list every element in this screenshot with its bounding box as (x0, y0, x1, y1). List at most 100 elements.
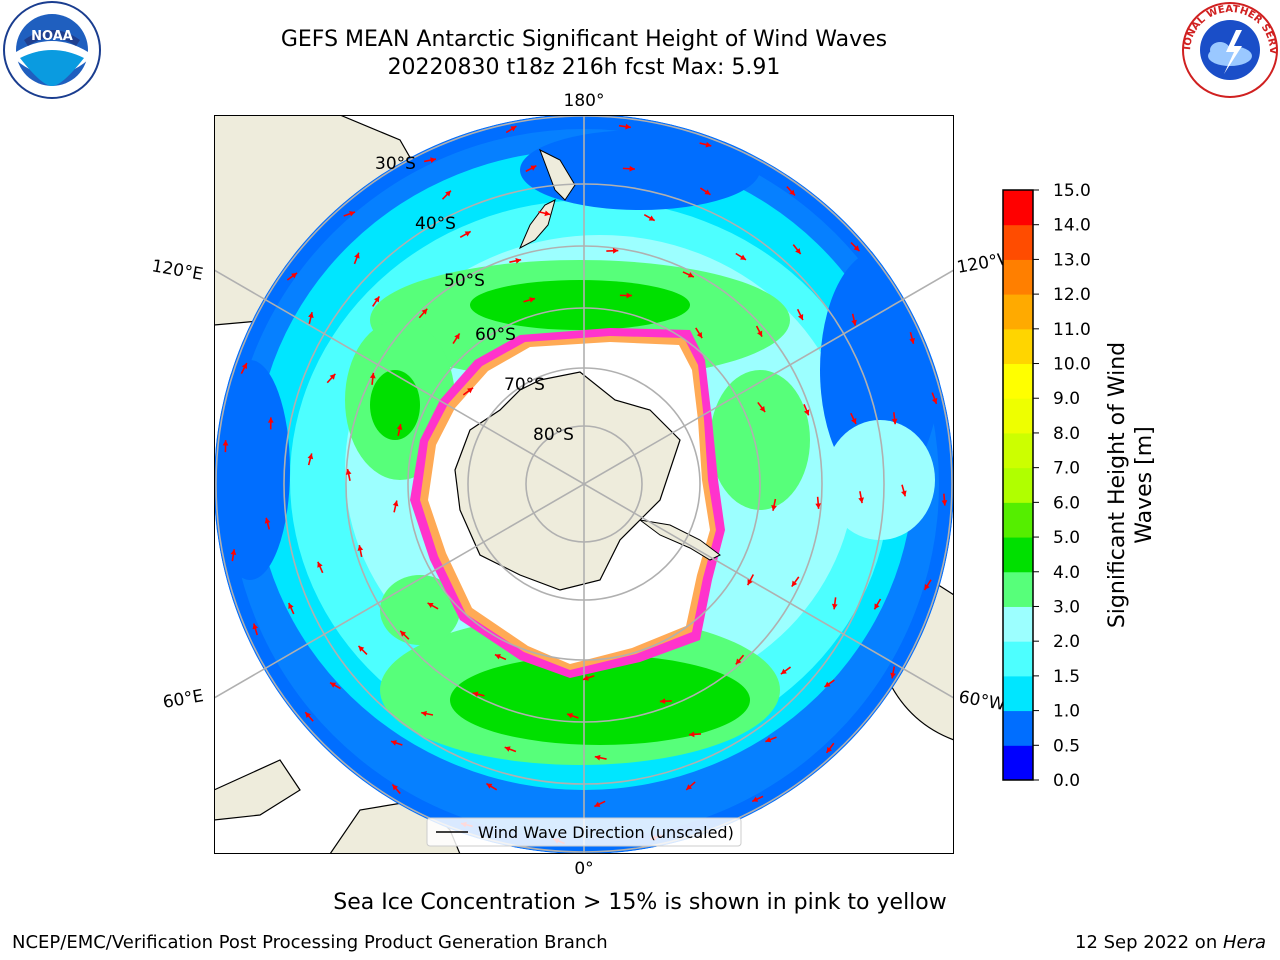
wave-arrow-head-icon (747, 579, 753, 586)
wave-arrow-head-icon (891, 418, 898, 425)
colorbar-segment (1003, 467, 1033, 503)
wave-arrow-head-icon (803, 409, 810, 416)
footer-machine: Hera (1222, 932, 1266, 953)
colorbar-segment (1003, 432, 1033, 469)
wave-arrow-head-icon (349, 210, 356, 217)
noaa-logo: NOAA (3, 1, 101, 99)
colorbar-tick-label: 11.0 (1053, 320, 1091, 340)
wave-arrow-head-icon (267, 417, 274, 423)
wave-arrow-head-icon (467, 387, 474, 394)
wave-arrow-head-icon (759, 406, 766, 412)
colorbar-label-line2: Waves [m] (1132, 426, 1157, 543)
wave-arrow-head-icon (421, 308, 428, 315)
wave-arrow-head-icon (931, 397, 938, 404)
wave-arrow-head-icon (941, 500, 948, 506)
wave-arrow-head-icon (853, 245, 860, 252)
wave-arrow-head-icon (454, 333, 460, 340)
legend-label: Wind Wave Direction (unscaled) (478, 823, 734, 842)
wave-arrow-head-icon (317, 561, 323, 568)
wave-arrow-head-icon (354, 252, 360, 259)
colorbar-segment (1003, 328, 1033, 365)
lat-label-50s: 50°S (444, 271, 485, 291)
wave-arrow-head-icon (739, 254, 746, 260)
wave-arrow-head-icon (594, 801, 601, 807)
lon-label-60w: 60°W (957, 687, 1007, 715)
wave-arrow-head-icon (924, 583, 930, 590)
wave-arrow-head-icon (851, 319, 857, 326)
colorbar-tick-label: 10.0 (1053, 355, 1091, 375)
wave-arrow-head-icon (771, 504, 777, 511)
wave-arrow-head-icon (329, 373, 336, 380)
colorbar-tick-label: 15.0 (1053, 181, 1091, 201)
colorbar-tick-label: 7.0 (1053, 459, 1080, 479)
lat-label-70s: 70°S (504, 375, 545, 395)
colorbar-tick-label: 1.0 (1053, 702, 1080, 722)
wave-arrow-head-icon (689, 731, 695, 738)
wave-arrow-head-icon (780, 668, 787, 675)
wave-arrow-head-icon (851, 418, 857, 425)
wave-arrow-head-icon (544, 210, 551, 217)
wave-arrow-head-icon (795, 248, 801, 255)
colorbar-segment (1003, 398, 1033, 434)
wave-arrow-head-icon (909, 337, 915, 344)
lat-label-80s: 80°S (533, 425, 574, 445)
wave-arrow-head-icon (421, 710, 427, 717)
colorbar-tick-label: 2.0 (1053, 632, 1080, 652)
colorbar-segment (1003, 363, 1033, 399)
colorbar-tick-label: 1.5 (1053, 667, 1080, 687)
map-legend: Wind Wave Direction (unscaled) (426, 817, 742, 847)
wave-arrow-head-icon (858, 497, 864, 504)
colorbar-tick-label: 14.0 (1053, 216, 1091, 236)
wave-arrow-head-icon (307, 453, 314, 460)
wave-arrow-head-icon (765, 736, 772, 743)
colorbar-tick-label: 12.0 (1053, 285, 1091, 305)
colorbar-segment (1003, 675, 1033, 712)
wave-arrow-head-icon (291, 272, 298, 279)
lat-label-30s: 30°S (375, 154, 416, 174)
lat-labels: 30°S 40°S 50°S 60°S 70°S 80°S (375, 154, 574, 445)
wave-arrow-head-icon (625, 123, 631, 130)
lat-label-40s: 40°S (415, 214, 456, 234)
lon-label-180: 180° (564, 91, 605, 111)
colorbar-label-line1: Significant Height of Wind (1105, 342, 1130, 628)
wave-arrow-head-icon (222, 440, 229, 446)
wave-arrow-head-icon (252, 623, 259, 630)
wave-arrow-head-icon (392, 500, 399, 507)
lon-label-60e: 60°E (161, 686, 205, 713)
new-zealand-north (539, 148, 576, 201)
lon-label-0: 0° (574, 859, 593, 879)
wave-arrow-head-icon (486, 783, 493, 789)
wave-arrow-head-icon (648, 215, 655, 221)
wave-arrow-head-icon (705, 141, 712, 148)
sea-ice-note: Sea Ice Concentration > 15% is shown in … (333, 890, 947, 915)
colorbar-segment (1003, 224, 1033, 260)
wave-arrow-head-icon (369, 372, 376, 379)
wave-arrow-head-icon (515, 258, 522, 264)
lon-label-120e: 120°E (150, 256, 204, 285)
nws-logo: NATIONAL WEATHER SERVICE (1180, 0, 1278, 98)
wave-arrow-head-icon (305, 712, 311, 718)
colorbar-segment (1003, 571, 1033, 607)
wave-arrow-head-icon (345, 469, 352, 475)
lat-label-60s: 60°S (475, 325, 516, 345)
wave-arrow-head-icon (472, 691, 479, 698)
wave-arrow-head-icon (659, 698, 666, 705)
wave-arrow-head-icon (791, 580, 798, 587)
noaa-logo-text: NOAA (31, 29, 73, 44)
wave-arrow-head-icon (874, 603, 880, 610)
wave-arrow-head-icon (826, 746, 833, 753)
colorbar-tick-label: 3.0 (1053, 597, 1080, 617)
wave-arrow-head-icon (901, 490, 907, 497)
wave-arrow-head-icon (824, 681, 831, 687)
colorbar-tick-label: 5.0 (1053, 528, 1080, 548)
wave-arrow-head-icon (890, 672, 896, 679)
wave-arrow-head-icon (831, 603, 838, 610)
wave-arrow-head-icon (392, 784, 399, 791)
wave-arrow-head-icon (704, 189, 711, 195)
wave-arrow-head-icon (400, 630, 407, 637)
wave-arrow-head-icon (494, 654, 501, 660)
colorbar-segment (1003, 190, 1033, 226)
wave-arrow-head-icon (264, 517, 271, 524)
wave-arrow-head-icon (629, 165, 635, 172)
